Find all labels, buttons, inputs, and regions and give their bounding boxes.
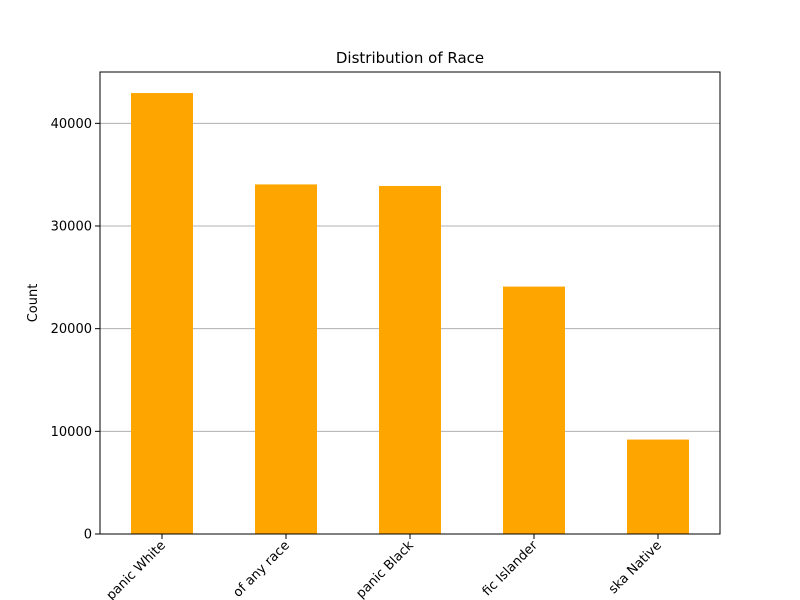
bar bbox=[131, 93, 193, 535]
y-tick-label: 30000 bbox=[51, 220, 92, 235]
x-tick-label: fic Islander bbox=[480, 538, 542, 600]
y-axis: 0 10000 20000 30000 40000 bbox=[51, 117, 100, 543]
y-tick-label: 10000 bbox=[51, 425, 92, 440]
x-tick-label: of any race bbox=[230, 538, 292, 600]
x-tick-label: panic White bbox=[104, 538, 169, 600]
y-tick-label: 40000 bbox=[51, 117, 92, 132]
x-tick-label: ska Native bbox=[606, 538, 665, 597]
y-tick-label: 20000 bbox=[51, 322, 92, 337]
bar bbox=[627, 439, 689, 534]
x-tick-label: panic Black bbox=[354, 538, 418, 600]
bar bbox=[503, 286, 565, 534]
bar bbox=[255, 184, 317, 535]
bar bbox=[379, 185, 441, 534]
chart-title: Distribution of Race bbox=[336, 49, 484, 67]
y-tick-label: 0 bbox=[84, 528, 92, 543]
y-axis-label: Count bbox=[26, 284, 41, 323]
x-axis: panic White of any race panic Black fic Isl… bbox=[104, 534, 665, 600]
bars bbox=[131, 93, 689, 535]
